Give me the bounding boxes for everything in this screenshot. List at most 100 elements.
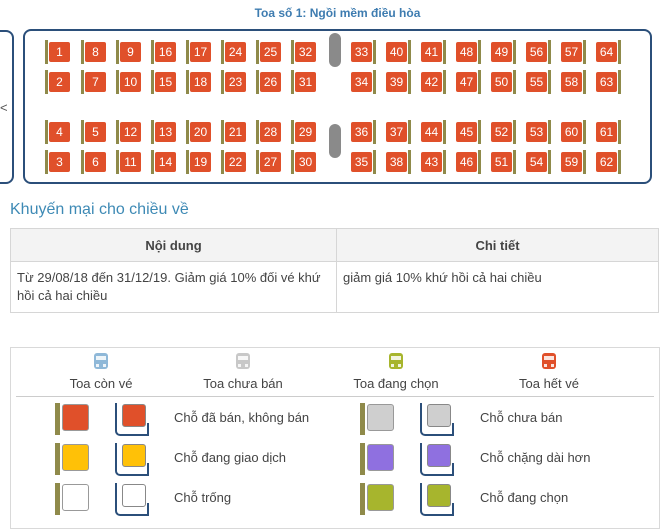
- promo-content: Từ 29/08/18 đến 31/12/19. Giảm giá 10% đ…: [10, 261, 337, 313]
- seat-number: 3: [49, 152, 70, 172]
- seat-11[interactable]: 11: [116, 150, 141, 174]
- seat-45[interactable]: 45: [456, 120, 481, 144]
- seat-59[interactable]: 59: [561, 150, 586, 174]
- seat-56[interactable]: 56: [526, 40, 551, 64]
- seat-39[interactable]: 39: [386, 70, 411, 94]
- seat-back: [151, 150, 154, 174]
- previous-coach[interactable]: [0, 30, 14, 184]
- seat-51[interactable]: 51: [491, 150, 516, 174]
- seat-5[interactable]: 5: [81, 120, 106, 144]
- seat-31[interactable]: 31: [291, 70, 316, 94]
- seat-4[interactable]: 4: [45, 120, 70, 144]
- seat-55[interactable]: 55: [526, 70, 551, 94]
- seat-29[interactable]: 29: [291, 120, 316, 144]
- seat-13[interactable]: 13: [151, 120, 176, 144]
- train-icon: [389, 353, 403, 369]
- seat-back: [45, 70, 48, 94]
- seat-8[interactable]: 8: [81, 40, 106, 64]
- seat-cushion: [427, 484, 451, 507]
- seat-26[interactable]: 26: [256, 70, 281, 94]
- seat-47[interactable]: 47: [456, 70, 481, 94]
- seat-40[interactable]: 40: [386, 40, 411, 64]
- seat-24[interactable]: 24: [221, 40, 246, 64]
- seat-52[interactable]: 52: [491, 120, 516, 144]
- seat-43[interactable]: 43: [421, 150, 446, 174]
- legend-coach-label: Toa hết vé: [519, 376, 579, 391]
- seat-63[interactable]: 63: [596, 70, 621, 94]
- seat-33[interactable]: 33: [351, 40, 376, 64]
- seat-53[interactable]: 53: [526, 120, 551, 144]
- legend-seat-label: Chỗ đang chọn: [480, 490, 569, 505]
- seat-9[interactable]: 9: [116, 40, 141, 64]
- seat-10[interactable]: 10: [116, 70, 141, 94]
- seat-27[interactable]: 27: [256, 150, 281, 174]
- seat-49[interactable]: 49: [491, 40, 516, 64]
- seat-back: [116, 70, 119, 94]
- seat-61[interactable]: 61: [596, 120, 621, 144]
- seat-15[interactable]: 15: [151, 70, 176, 94]
- seat-number: 46: [456, 152, 477, 172]
- seat-23[interactable]: 23: [221, 70, 246, 94]
- seat-48[interactable]: 48: [456, 40, 481, 64]
- seat-42[interactable]: 42: [421, 70, 446, 94]
- seat-57[interactable]: 57: [561, 40, 586, 64]
- previous-coach-arrow-icon[interactable]: <: [0, 100, 8, 115]
- seat-19[interactable]: 19: [186, 150, 211, 174]
- coach-title: Toa số 1: Ngồi mềm điều hòa: [254, 6, 421, 20]
- seat-2[interactable]: 2: [45, 70, 70, 94]
- seat-number: 38: [386, 152, 407, 172]
- seat-60[interactable]: 60: [561, 120, 586, 144]
- seat-28[interactable]: 28: [256, 120, 281, 144]
- seat-back: [116, 120, 119, 144]
- seat-number: 5: [85, 122, 106, 142]
- seat-54[interactable]: 54: [526, 150, 551, 174]
- seat-back: [583, 70, 586, 94]
- seat-arm: [147, 463, 149, 475]
- seat-back: [81, 120, 84, 144]
- seat-number: 64: [596, 42, 617, 62]
- seat-62[interactable]: 62: [596, 150, 621, 174]
- seat-35[interactable]: 35: [351, 150, 376, 174]
- seat-cushion: [367, 444, 394, 471]
- seat-41[interactable]: 41: [421, 40, 446, 64]
- seat-46[interactable]: 46: [456, 150, 481, 174]
- seat-12[interactable]: 12: [116, 120, 141, 144]
- seat-number: 23: [225, 72, 246, 92]
- seat-1[interactable]: 1: [45, 40, 70, 64]
- seat-30[interactable]: 30: [291, 150, 316, 174]
- seat-number: 28: [260, 122, 281, 142]
- seat-3[interactable]: 3: [45, 150, 70, 174]
- promo-title: Khuyến mại cho chiều về: [10, 201, 189, 218]
- seat-back: [256, 40, 259, 64]
- seat-25[interactable]: 25: [256, 40, 281, 64]
- seat-32[interactable]: 32: [291, 40, 316, 64]
- seat-18[interactable]: 18: [186, 70, 211, 94]
- seat-22[interactable]: 22: [221, 150, 246, 174]
- seat-20[interactable]: 20: [186, 120, 211, 144]
- seat-number: 49: [491, 42, 512, 62]
- seat-16[interactable]: 16: [151, 40, 176, 64]
- seat-6[interactable]: 6: [81, 150, 106, 174]
- seat-21[interactable]: 21: [221, 120, 246, 144]
- seat-back: [116, 40, 119, 64]
- seat-38[interactable]: 38: [386, 150, 411, 174]
- seat-number: 41: [421, 42, 442, 62]
- seat-58[interactable]: 58: [561, 70, 586, 94]
- seat-37[interactable]: 37: [386, 120, 411, 144]
- seat-7[interactable]: 7: [81, 70, 106, 94]
- seat-back: [116, 150, 119, 174]
- seat-34[interactable]: 34: [351, 70, 376, 94]
- legend-seat-small: [115, 443, 149, 476]
- seat-back: [360, 483, 365, 515]
- seat-64[interactable]: 64: [596, 40, 621, 64]
- seat-number: 1: [49, 42, 70, 62]
- seat-back: [548, 150, 551, 174]
- seat-44[interactable]: 44: [421, 120, 446, 144]
- seat-36[interactable]: 36: [351, 120, 376, 144]
- seat-50[interactable]: 50: [491, 70, 516, 94]
- seat-17[interactable]: 17: [186, 40, 211, 64]
- seat-back: [618, 120, 621, 144]
- seat-back: [513, 120, 516, 144]
- seat-14[interactable]: 14: [151, 150, 176, 174]
- seat-number: 52: [491, 122, 512, 142]
